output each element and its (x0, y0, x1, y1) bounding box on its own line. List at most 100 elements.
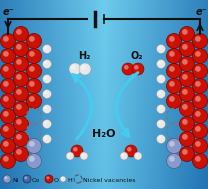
Circle shape (156, 44, 166, 53)
Circle shape (180, 87, 194, 101)
Circle shape (3, 36, 9, 42)
Circle shape (0, 64, 16, 78)
Circle shape (0, 123, 16, 139)
Text: O₂: O₂ (131, 51, 143, 61)
Circle shape (29, 81, 35, 87)
Text: O: O (54, 178, 59, 183)
Circle shape (182, 104, 188, 110)
Circle shape (0, 49, 16, 64)
Circle shape (169, 156, 175, 162)
Circle shape (69, 63, 81, 75)
Circle shape (29, 156, 35, 162)
Circle shape (42, 60, 52, 68)
Circle shape (169, 66, 175, 72)
Circle shape (158, 91, 161, 94)
Circle shape (44, 91, 47, 94)
Circle shape (29, 51, 35, 57)
Circle shape (16, 104, 22, 110)
Circle shape (132, 63, 144, 75)
Circle shape (182, 44, 188, 50)
Circle shape (158, 136, 161, 139)
Circle shape (16, 119, 22, 125)
Circle shape (169, 51, 175, 57)
Circle shape (14, 87, 28, 101)
Circle shape (79, 63, 91, 75)
Circle shape (134, 152, 142, 160)
Circle shape (26, 78, 42, 94)
Circle shape (0, 78, 16, 94)
Circle shape (16, 134, 22, 140)
Circle shape (127, 147, 132, 152)
Circle shape (67, 153, 70, 156)
Circle shape (180, 132, 194, 146)
Circle shape (29, 36, 35, 42)
Circle shape (61, 177, 63, 179)
Circle shape (182, 29, 188, 35)
Text: H: H (67, 178, 72, 183)
Circle shape (156, 119, 166, 129)
Circle shape (135, 153, 138, 156)
Circle shape (122, 63, 134, 75)
Circle shape (166, 33, 182, 49)
Circle shape (192, 139, 208, 153)
Circle shape (192, 94, 208, 108)
Circle shape (73, 147, 78, 152)
Circle shape (158, 76, 161, 79)
Circle shape (14, 132, 28, 146)
Circle shape (16, 44, 22, 50)
Circle shape (182, 149, 188, 155)
Circle shape (26, 49, 42, 64)
Circle shape (156, 105, 166, 114)
Circle shape (121, 153, 124, 156)
Circle shape (182, 89, 188, 95)
Circle shape (4, 176, 7, 179)
Circle shape (195, 36, 201, 42)
Circle shape (195, 111, 201, 117)
Circle shape (180, 101, 194, 116)
Circle shape (156, 90, 166, 98)
Circle shape (166, 64, 182, 78)
Circle shape (3, 126, 9, 132)
Circle shape (158, 121, 161, 124)
Circle shape (124, 65, 129, 70)
Text: Co: Co (32, 178, 40, 183)
Circle shape (134, 65, 139, 70)
Circle shape (81, 153, 84, 156)
Circle shape (29, 66, 35, 72)
Circle shape (166, 78, 182, 94)
Circle shape (16, 59, 22, 65)
Circle shape (195, 81, 201, 87)
Circle shape (192, 78, 208, 94)
Circle shape (0, 108, 16, 123)
Circle shape (169, 141, 175, 147)
Circle shape (26, 94, 42, 108)
Circle shape (24, 176, 27, 179)
Circle shape (14, 116, 28, 132)
Circle shape (14, 57, 28, 71)
Circle shape (14, 42, 28, 57)
Circle shape (195, 51, 201, 57)
Circle shape (44, 136, 47, 139)
Circle shape (182, 74, 188, 80)
Circle shape (16, 74, 22, 80)
Circle shape (44, 76, 47, 79)
Circle shape (192, 108, 208, 123)
Circle shape (180, 57, 194, 71)
Circle shape (46, 176, 50, 179)
Circle shape (81, 65, 86, 70)
Circle shape (192, 153, 208, 169)
Circle shape (44, 46, 47, 50)
Circle shape (125, 145, 137, 157)
Circle shape (16, 89, 22, 95)
Text: e⁻: e⁻ (196, 7, 208, 17)
Text: Nickel vacancies: Nickel vacancies (83, 178, 135, 183)
Circle shape (3, 51, 9, 57)
Circle shape (23, 175, 31, 183)
Circle shape (14, 146, 28, 161)
Circle shape (182, 134, 188, 140)
Circle shape (195, 141, 201, 147)
Circle shape (42, 135, 52, 143)
Circle shape (3, 141, 9, 147)
Circle shape (182, 59, 188, 65)
Circle shape (0, 139, 16, 153)
